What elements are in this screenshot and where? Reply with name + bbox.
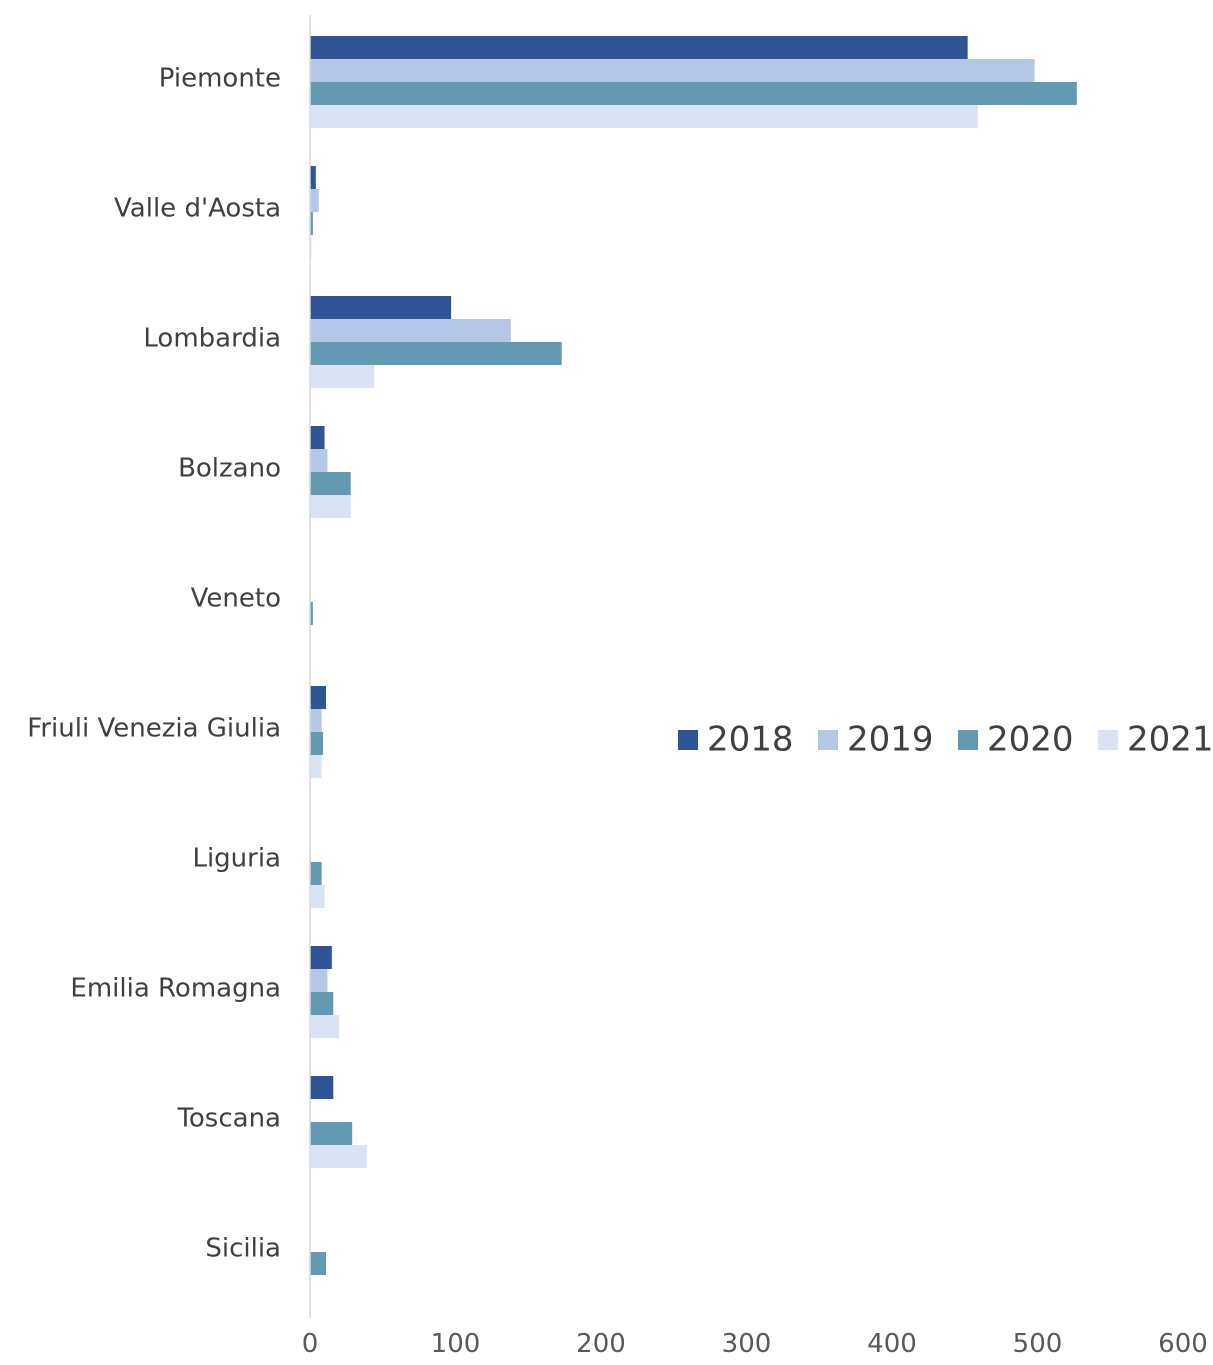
legend-label-2020: 2020 xyxy=(987,720,1074,760)
bar-toscana-2021 xyxy=(310,1145,367,1168)
bar-piemonte-2020 xyxy=(310,82,1077,105)
bar-piemonte-2021 xyxy=(310,105,978,128)
bar-toscana-2020 xyxy=(310,1122,353,1145)
bar-bolzano-2019 xyxy=(310,449,328,472)
bar-friuli-venezia-giulia-2020 xyxy=(310,732,324,755)
category-label: Valle d'Aosta xyxy=(114,194,281,224)
x-tick-label: 400 xyxy=(867,1329,917,1359)
category-label: Piemonte xyxy=(159,64,281,94)
legend-label-2021: 2021 xyxy=(1127,720,1213,760)
legend-swatch-2021 xyxy=(1098,730,1118,750)
legend-swatch-2019 xyxy=(818,730,838,750)
category-label: Friuli Venezia Giulia xyxy=(27,714,281,744)
x-tick-label: 0 xyxy=(302,1329,319,1359)
bar-lombardia-2019 xyxy=(310,319,511,342)
x-tick-label: 600 xyxy=(1158,1329,1208,1359)
bar-emilia-romagna-2018 xyxy=(310,946,332,969)
category-label: Lombardia xyxy=(143,324,281,354)
x-tick-label: 200 xyxy=(576,1329,626,1359)
x-tick-label: 500 xyxy=(1013,1329,1063,1359)
legend-swatch-2018 xyxy=(678,730,698,750)
value-tick-labels: 0 100 200 300 400 500 600 xyxy=(302,1329,1208,1359)
bar-valle-d-aosta-2019 xyxy=(310,189,319,212)
bar-bolzano-2018 xyxy=(310,426,325,449)
category-label: Liguria xyxy=(192,844,281,874)
bar-toscana-2018 xyxy=(310,1076,334,1099)
bar-liguria-2021 xyxy=(310,885,325,908)
bar-bolzano-2021 xyxy=(310,495,351,518)
category-labels: Piemonte Valle d'Aosta Lombardia Bolzano Ven… xyxy=(27,64,281,1264)
legend-swatch-2020 xyxy=(958,730,978,750)
bar-valle-d-aosta-2018 xyxy=(310,166,316,189)
category-label: Emilia Romagna xyxy=(70,974,281,1004)
bar-friuli-venezia-giulia-2018 xyxy=(310,686,327,709)
legend-label-2018: 2018 xyxy=(707,720,794,760)
bar-piemonte-2018 xyxy=(310,36,968,59)
bars-group xyxy=(310,36,1077,1275)
bar-emilia-romagna-2020 xyxy=(310,992,334,1015)
bar-lombardia-2018 xyxy=(310,296,452,319)
bar-sicilia-2020 xyxy=(310,1252,327,1275)
bar-piemonte-2019 xyxy=(310,59,1035,82)
x-tick-label: 100 xyxy=(431,1329,481,1359)
bar-friuli-venezia-giulia-2021 xyxy=(310,755,322,778)
bar-valle-d-aosta-2020 xyxy=(310,212,313,235)
category-label: Bolzano xyxy=(178,454,281,484)
category-label: Sicilia xyxy=(205,1234,281,1264)
bar-friuli-venezia-giulia-2019 xyxy=(310,709,322,732)
category-label: Veneto xyxy=(191,584,281,614)
bar-liguria-2020 xyxy=(310,862,322,885)
bar-emilia-romagna-2021 xyxy=(310,1015,340,1038)
bar-veneto-2020 xyxy=(310,602,313,625)
bar-lombardia-2021 xyxy=(310,365,375,388)
x-tick-label: 300 xyxy=(722,1329,772,1359)
bar-bolzano-2020 xyxy=(310,472,351,495)
bar-emilia-romagna-2019 xyxy=(310,969,328,992)
category-label: Toscana xyxy=(176,1104,281,1134)
legend-label-2019: 2019 xyxy=(847,720,934,760)
legend: 2018 2019 2020 2021 xyxy=(678,720,1213,760)
bar-lombardia-2020 xyxy=(310,342,562,365)
